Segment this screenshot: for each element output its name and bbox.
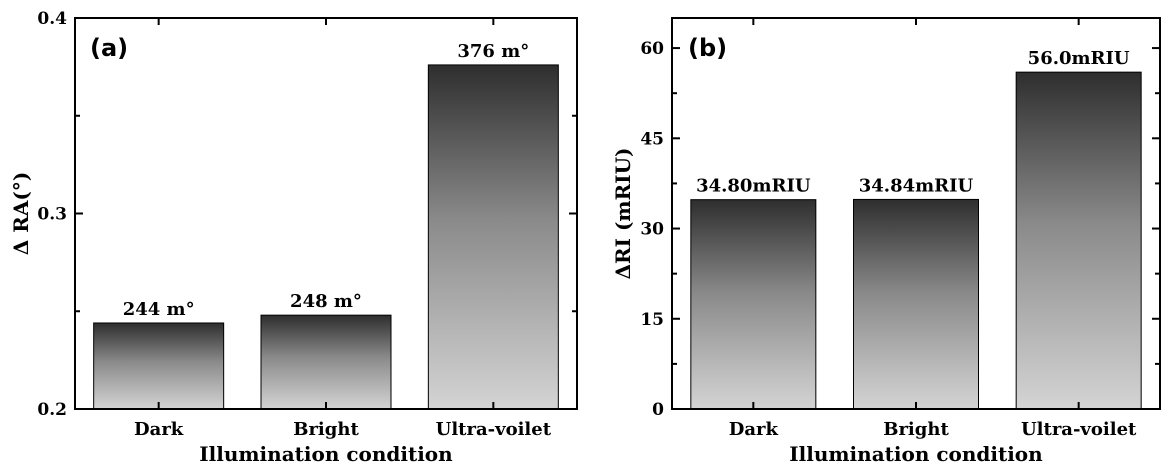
data-label-b-0: 34.80mRIU [696, 176, 811, 197]
y-tick-label-a-2: 0.4 [37, 9, 67, 29]
y-tick-label-a-1: 0.3 [37, 205, 67, 225]
plot-frame-a [74, 17, 578, 410]
bars-b [690, 71, 1142, 410]
x-axis-title-a: Illumination condition [199, 442, 453, 466]
y-axis-title-a: Δ RA(°) [9, 172, 33, 256]
x-ticks-a: Dark Bright Ultra-voilet [134, 18, 552, 440]
x-tick-label-b-0: Dark [729, 419, 779, 440]
data-label-a-2: 376 m° [457, 41, 529, 62]
bars-a [93, 64, 559, 410]
y-tick-label-b-2: 30 [640, 220, 664, 240]
bar-b-2 [1015, 71, 1142, 410]
bar-a-0 [93, 322, 225, 410]
y-tick-label-b-3: 45 [640, 129, 664, 149]
x-axis-title-b: Illumination condition [789, 442, 1043, 466]
data-label-b-2: 56.0mRIU [1028, 48, 1130, 69]
panel-label-a: (a) [90, 34, 128, 62]
bar-b-1 [853, 198, 979, 410]
plot-frame-b [671, 17, 1161, 410]
bar-a-1 [260, 314, 392, 410]
y-tick-label-b-4: 60 [640, 39, 664, 59]
y-tick-label-b-1: 15 [640, 310, 664, 330]
y-axis-title-b: ΔRI (mRIU) [611, 148, 635, 280]
panel-label-b: (b) [688, 34, 727, 62]
x-tick-label-a-1: Bright [293, 419, 359, 440]
chart-panel-b: 34.80mRIU 34.84mRIU 56.0mRIU 0 15 30 45 60 Dar… [611, 17, 1161, 466]
x-ticks-b: Dark Bright Ultra-voilet [729, 18, 1137, 440]
data-label-b-1: 34.84mRIU [859, 175, 974, 196]
x-tick-label-a-2: Ultra-voilet [436, 419, 552, 440]
x-tick-label-b-1: Bright [883, 419, 949, 440]
bar-b-0 [690, 199, 817, 410]
x-tick-label-b-2: Ultra-voilet [1021, 419, 1137, 440]
bar-a-2 [427, 64, 559, 410]
data-label-a-0: 244 m° [123, 299, 195, 320]
data-labels-a: 244 m° 248 m° 376 m° [123, 41, 530, 320]
data-labels-b: 34.80mRIU 34.84mRIU 56.0mRIU [696, 48, 1130, 197]
y-tick-label-b-0: 0 [652, 400, 664, 420]
x-tick-label-a-0: Dark [134, 419, 184, 440]
chart-panel-a: 244 m° 248 m° 376 m° 0.2 0.3 0.4 Dark Bright U… [9, 9, 578, 466]
y-tick-label-a-0: 0.2 [37, 400, 67, 420]
data-label-a-1: 248 m° [290, 291, 362, 312]
